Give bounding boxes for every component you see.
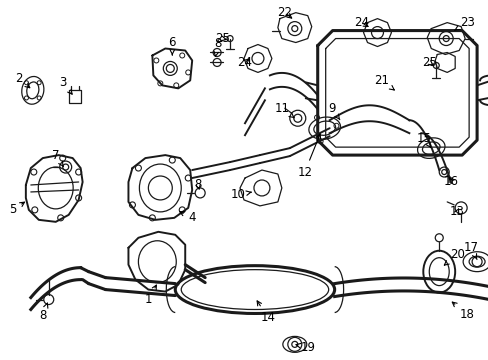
Text: 4: 4	[180, 211, 196, 224]
Text: 15: 15	[416, 132, 431, 148]
Text: 13: 13	[449, 205, 464, 219]
Text: 7: 7	[52, 149, 63, 167]
Text: 24: 24	[237, 56, 252, 69]
Text: 11: 11	[274, 102, 294, 118]
Text: 9: 9	[327, 102, 339, 120]
Text: 20: 20	[444, 248, 464, 265]
Text: 1: 1	[144, 285, 156, 306]
Text: 25: 25	[421, 56, 436, 69]
Text: 2: 2	[15, 72, 30, 88]
Text: 24: 24	[353, 16, 368, 29]
Text: 6: 6	[168, 36, 176, 55]
Text: 12: 12	[297, 134, 320, 179]
Text: 19: 19	[295, 341, 315, 354]
Text: 18: 18	[451, 302, 474, 321]
Text: 3: 3	[59, 76, 72, 94]
Text: 16: 16	[443, 175, 458, 189]
Text: 8: 8	[194, 179, 202, 192]
Text: 21: 21	[373, 74, 393, 90]
Text: 22: 22	[277, 6, 292, 19]
Text: 8: 8	[214, 37, 222, 56]
Text: 5: 5	[9, 202, 24, 216]
Text: 23: 23	[454, 16, 474, 30]
Text: 14: 14	[257, 301, 275, 324]
Text: 8: 8	[39, 303, 48, 322]
Text: 25: 25	[214, 32, 229, 45]
Text: 17: 17	[463, 241, 478, 260]
Text: 10: 10	[230, 188, 251, 202]
